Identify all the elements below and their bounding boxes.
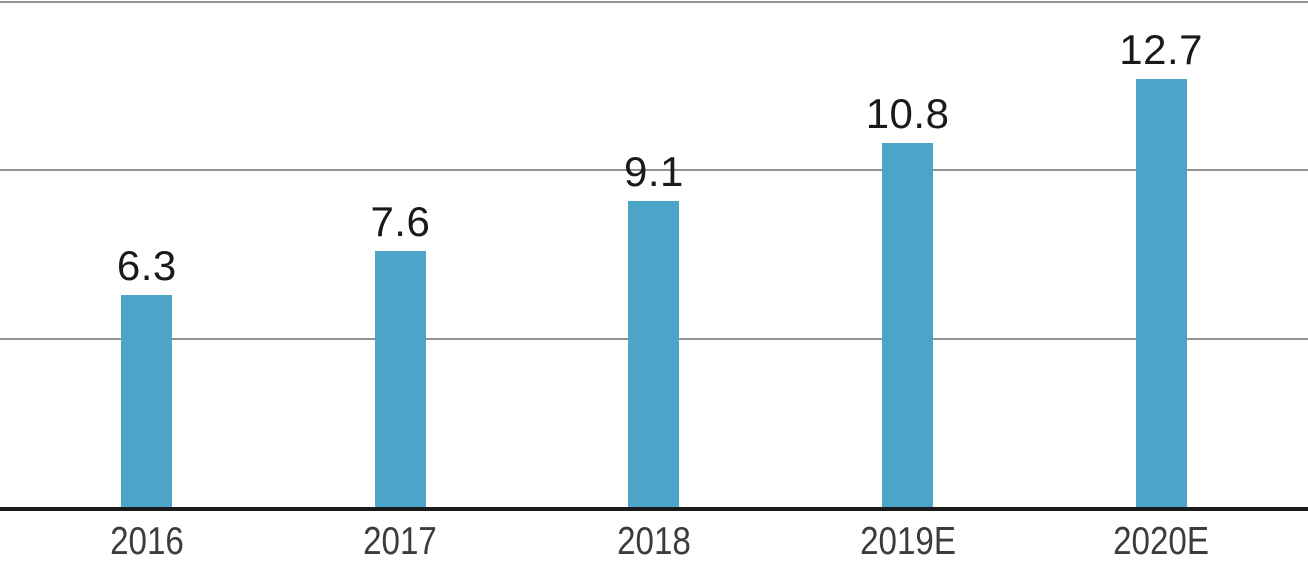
x-tick-label: 2019E xyxy=(859,520,956,561)
x-tick-label: 2017 xyxy=(363,520,438,561)
x-tick-label: 2016 xyxy=(109,520,184,561)
bar-2017 xyxy=(374,251,426,507)
bar-2020E xyxy=(1135,79,1187,507)
gridline-10 xyxy=(0,169,1308,172)
bar-value-label: 10.8 xyxy=(865,90,950,138)
gridline-15 xyxy=(0,1,1308,3)
bar-2016 xyxy=(121,294,173,507)
category-slot-2017: 7.6 2017 xyxy=(274,0,528,561)
bar-value-label: 6.3 xyxy=(116,241,177,289)
bar-value-label: 9.1 xyxy=(624,147,684,195)
bar-value-label: 7.6 xyxy=(370,198,431,246)
bar-2018 xyxy=(628,200,680,507)
category-slot-2019E: 10.8 2019E xyxy=(781,0,1035,561)
category-slot-2020E: 12.7 2020E xyxy=(1034,0,1288,561)
category-slot-2016: 6.3 2016 xyxy=(20,0,274,561)
x-tick-label: 2020E xyxy=(1113,520,1210,561)
bar-value-label: 12.7 xyxy=(1119,26,1204,74)
x-tick-label: 2018 xyxy=(617,520,691,561)
category-slot-2018: 9.1 2018 xyxy=(527,0,781,561)
bar-2019E xyxy=(882,143,934,507)
bars-row: 6.3 2016 7.6 2017 9.1 2018 10.8 2019E 12.7 2020E xyxy=(20,0,1288,561)
x-axis-line xyxy=(0,507,1308,511)
